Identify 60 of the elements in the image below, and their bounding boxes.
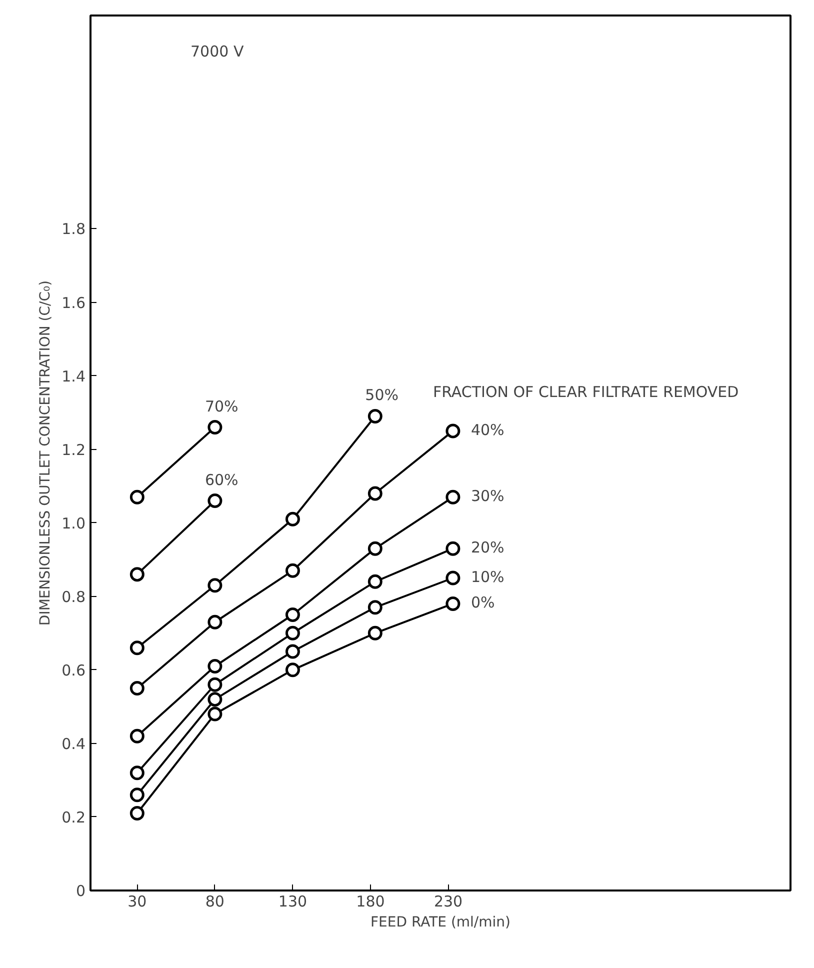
- point: [130, 490, 144, 504]
- point: [208, 420, 222, 435]
- point: [208, 494, 222, 508]
- series-label: 70%: [204, 397, 238, 416]
- point: [208, 578, 222, 593]
- series-label: 0%: [470, 594, 495, 612]
- y-tick-label: 0.6: [62, 661, 86, 680]
- point: [208, 658, 222, 674]
- series-label: 10%: [470, 568, 504, 586]
- x-tick-label: 80: [205, 892, 224, 910]
- point: [208, 692, 222, 707]
- annotation: 7000 V: [190, 42, 244, 60]
- series-label: 30%: [470, 487, 504, 506]
- point: [208, 677, 222, 692]
- x-tick-label: 230: [434, 892, 463, 910]
- y-tick-label: 0: [76, 882, 86, 900]
- point: [446, 490, 460, 504]
- point: [368, 574, 382, 589]
- point: [285, 662, 300, 678]
- point: [285, 608, 300, 622]
- y-tick-label: 1.6: [62, 294, 86, 312]
- point: [130, 788, 144, 802]
- point: [208, 706, 222, 722]
- point: [130, 640, 144, 656]
- point: [446, 424, 460, 438]
- y-axis-title: DIMENSIONLESS OUTLET CONCENTRATION (C/C₀): [38, 280, 54, 626]
- x-axis-title: FEED RATE (ml/min): [370, 914, 511, 930]
- point: [368, 486, 382, 501]
- point: [368, 541, 382, 556]
- legend-title: FRACTION OF CLEAR FILTRATE REMOVED: [432, 382, 739, 401]
- point: [130, 728, 144, 744]
- y-tick-label: 0.2: [62, 808, 86, 826]
- point: [285, 512, 300, 526]
- point: [446, 541, 460, 556]
- point: [285, 644, 300, 659]
- y-tick-label: 1.4: [62, 367, 86, 386]
- point: [446, 596, 460, 611]
- point: [285, 626, 300, 640]
- point: [130, 567, 144, 582]
- series-label: 20%: [470, 538, 504, 557]
- point: [130, 806, 144, 821]
- series-label: 40%: [470, 420, 504, 439]
- series-label: 60%: [204, 470, 238, 489]
- point: [368, 626, 382, 640]
- point: [130, 681, 144, 696]
- y-tick-label: 1.0: [62, 514, 86, 532]
- series-label: 50%: [365, 386, 399, 404]
- point: [208, 614, 222, 630]
- y-tick-label: 0.4: [62, 734, 86, 753]
- y-tick-label: 0.8: [62, 588, 86, 606]
- y-tick-label: 1.2: [62, 440, 86, 459]
- point: [368, 600, 382, 615]
- point: [130, 766, 144, 780]
- y-tick-label: 1.8: [62, 220, 86, 238]
- point: [446, 570, 460, 586]
- x-tick-label: 180: [356, 892, 385, 910]
- point: [285, 563, 300, 578]
- x-tick-label: 130: [278, 892, 308, 910]
- point: [368, 408, 382, 424]
- x-tick-label: 30: [128, 892, 147, 910]
